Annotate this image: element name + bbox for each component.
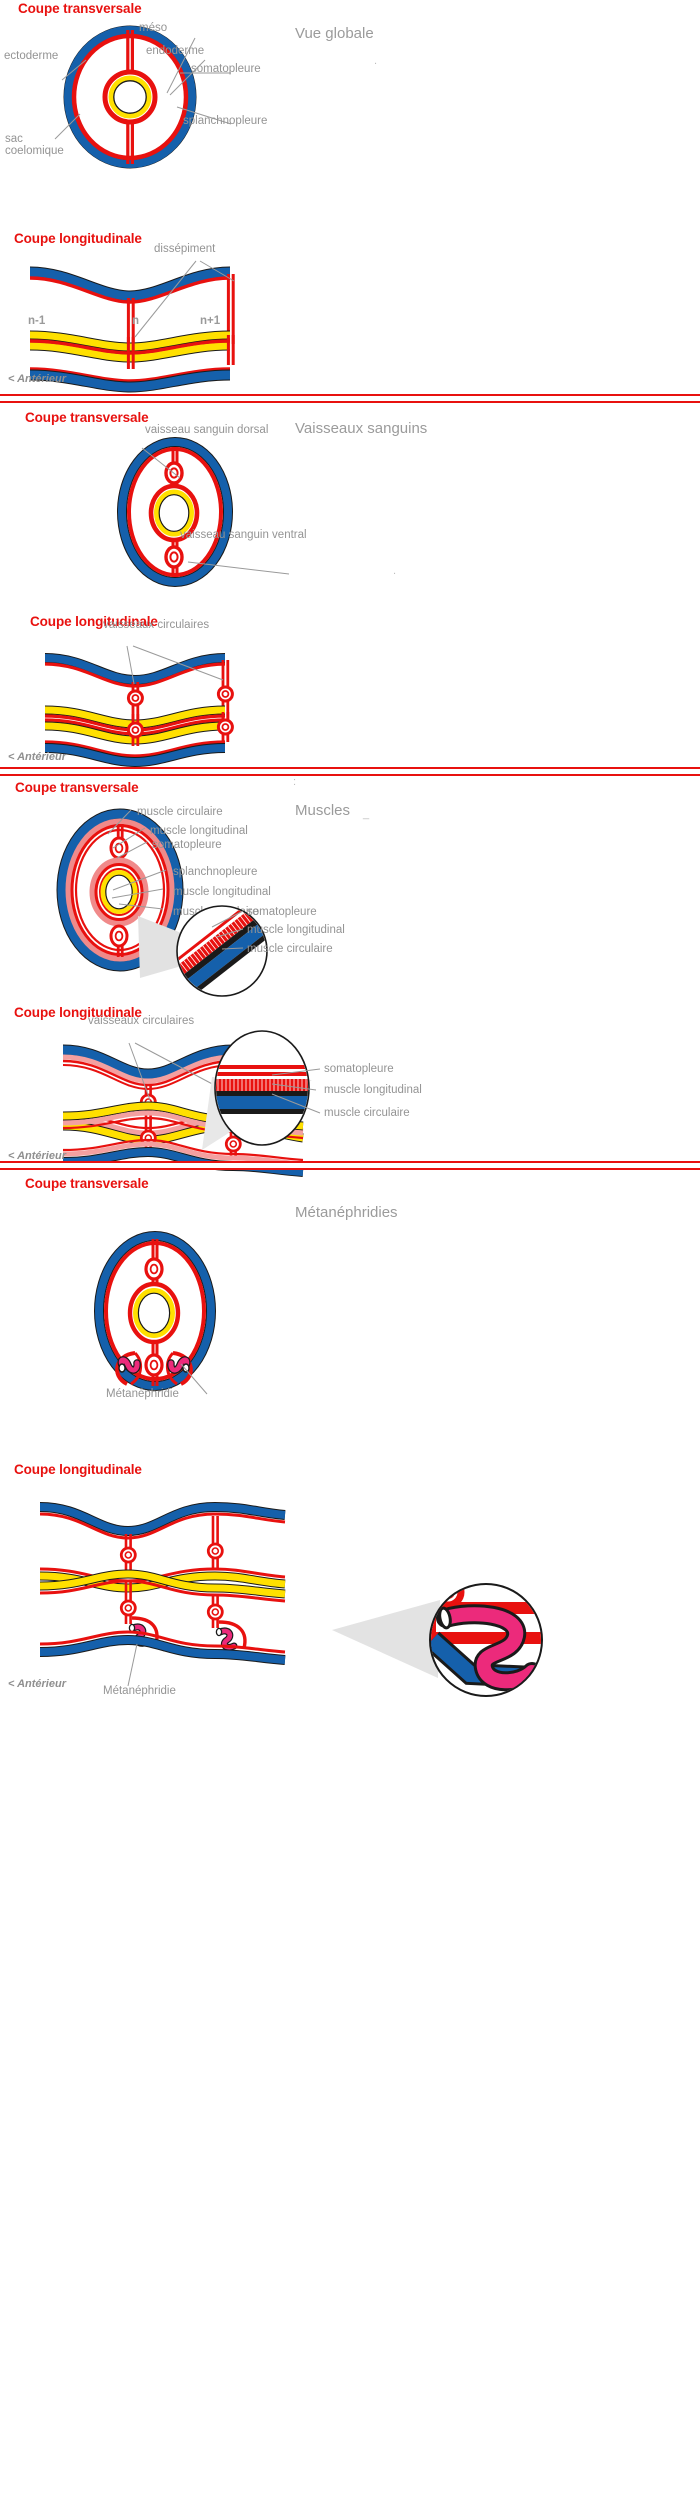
magnifier-callout-longitudinal-muscles bbox=[182, 1025, 342, 1170]
label-splanchnopleure: splanchnopleure bbox=[173, 866, 258, 878]
leader-lines-metanephridie-transverse bbox=[180, 1363, 208, 1395]
label-sac: sac bbox=[5, 133, 23, 145]
label-zoom-muscle-circulaire: muscle circulaire bbox=[324, 1107, 410, 1119]
stray-dash-icon: _ bbox=[363, 808, 370, 820]
anterior-marker: < Antérieur bbox=[8, 1678, 66, 1690]
label-vaisseaux-circulaires: vaisseaux circulaires bbox=[103, 619, 210, 631]
longitudinal-diagram-global-lower bbox=[0, 325, 320, 393]
section-header-longitudinal: Coupe longitudinale bbox=[14, 1005, 142, 1020]
segment-label-n: n bbox=[132, 315, 140, 327]
leader-lines-muscles-transverse bbox=[107, 809, 167, 910]
section-metanephridies: Coupe transversale Métanéphridies bbox=[0, 1166, 700, 2516]
label-vaisseaux-circulaires: vaisseaux circulaires bbox=[88, 1015, 195, 1027]
section-vaisseaux-sanguins: Coupe transversale Vaisseaux sanguins . bbox=[0, 400, 700, 770]
anterior-marker: < Antérieur bbox=[8, 751, 66, 763]
label-coelomique: coelomique bbox=[5, 145, 64, 157]
longitudinal-diagram-vessels bbox=[10, 640, 330, 770]
label-muscle-longitudinal-interne: muscle longitudinal bbox=[173, 886, 271, 898]
section-theme-title: Métanéphridies bbox=[295, 1204, 398, 1221]
section-header-transverse: Coupe transversale bbox=[15, 780, 139, 795]
section-theme-title: Vaisseaux sanguins bbox=[295, 420, 428, 437]
leader-lines-dissepiment-global bbox=[134, 260, 235, 338]
leader-lines-muscles-zoom-transverse bbox=[211, 910, 244, 950]
section-vue-globale: Coupe transversale Vue globale . bbox=[0, 0, 700, 630]
label-zoom-muscle-circulaire: muscle circulaire bbox=[247, 943, 333, 955]
label-zoom-muscle-longitudinal: muscle longitudinal bbox=[247, 924, 345, 936]
stray-dot-icon: . bbox=[374, 55, 378, 67]
label-meso: méso bbox=[139, 22, 168, 34]
section-divider-3 bbox=[0, 1161, 700, 1170]
label-vaisseau-sanguin-ventral: vaisseau sanguin ventral bbox=[180, 529, 307, 541]
section-divider-1 bbox=[0, 394, 700, 403]
label-ectoderme: ectoderme bbox=[4, 50, 59, 62]
section-header-transverse: Coupe transversale bbox=[18, 1, 142, 16]
segment-label-n-minus-1: n-1 bbox=[28, 315, 46, 327]
section-header-longitudinal: Coupe longitudinale bbox=[14, 1462, 142, 1477]
label-dissepiment: dissépiment bbox=[154, 243, 216, 255]
label-muscle-circulaire-externe: muscle circulaire bbox=[137, 806, 223, 818]
label-somatopleure: somatopleure bbox=[191, 63, 261, 75]
segment-label-n-plus-1: n+1 bbox=[200, 315, 221, 327]
label-metanephridie-longitudinal: Métanéphridie bbox=[103, 1685, 176, 1697]
leader-lines-vaisseaux-circulaires bbox=[126, 645, 224, 685]
section-header-longitudinal: Coupe longitudinale bbox=[14, 231, 142, 246]
label-zoom-muscle-longitudinal: muscle longitudinal bbox=[324, 1084, 422, 1096]
stray-dot-icon: : bbox=[293, 776, 297, 788]
leader-lines-vessels bbox=[141, 447, 290, 575]
anterior-marker: < Antérieur bbox=[8, 373, 66, 385]
label-vaisseau-sanguin-dorsal: vaisseau sanguin dorsal bbox=[145, 424, 269, 436]
label-zoom-somatopleure: somatopleure bbox=[324, 1063, 394, 1075]
leader-lines-transverse-global bbox=[54, 37, 232, 140]
label-muscle-longitudinal-externe: muscle longitudinal bbox=[150, 825, 248, 837]
label-splanchnopleure: splanchnopleure bbox=[183, 115, 268, 127]
magnifier-callout-metanephridie bbox=[320, 1578, 570, 1698]
section-theme-title: Muscles bbox=[295, 802, 351, 819]
section-header-longitudinal: Coupe longitudinale bbox=[30, 614, 158, 629]
transverse-diagram-vessels bbox=[95, 432, 275, 592]
label-somatopleure: somatopleure bbox=[152, 839, 222, 851]
label-metanephridie-transverse: Métanéphridie bbox=[106, 1388, 179, 1400]
leader-lines-metanephridie-longitudinal bbox=[127, 1643, 138, 1687]
label-zoom-somatopleure: somatopleure bbox=[247, 906, 317, 918]
section-divider-2 bbox=[0, 767, 700, 776]
section-muscles: Coupe transversale Muscles : _ bbox=[0, 772, 700, 1177]
leader-lines-muscles-zoom-longitudinal bbox=[271, 1068, 321, 1114]
transverse-diagram-metanephridies bbox=[65, 1221, 275, 1411]
longitudinal-diagram-vessels-lower bbox=[10, 700, 330, 768]
label-endoderme: endoderme bbox=[146, 45, 205, 57]
section-header-transverse: Coupe transversale bbox=[25, 410, 149, 425]
anterior-marker: < Antérieur bbox=[8, 1150, 66, 1162]
stray-dot-icon: . bbox=[393, 565, 397, 577]
section-theme-title: Vue globale bbox=[295, 25, 374, 42]
transverse-diagram-muscles bbox=[35, 802, 235, 982]
longitudinal-diagram-metanephridies-lower bbox=[20, 1566, 310, 1676]
transverse-diagram-global bbox=[20, 12, 280, 172]
section-header-transverse: Coupe transversale bbox=[25, 1176, 149, 1191]
